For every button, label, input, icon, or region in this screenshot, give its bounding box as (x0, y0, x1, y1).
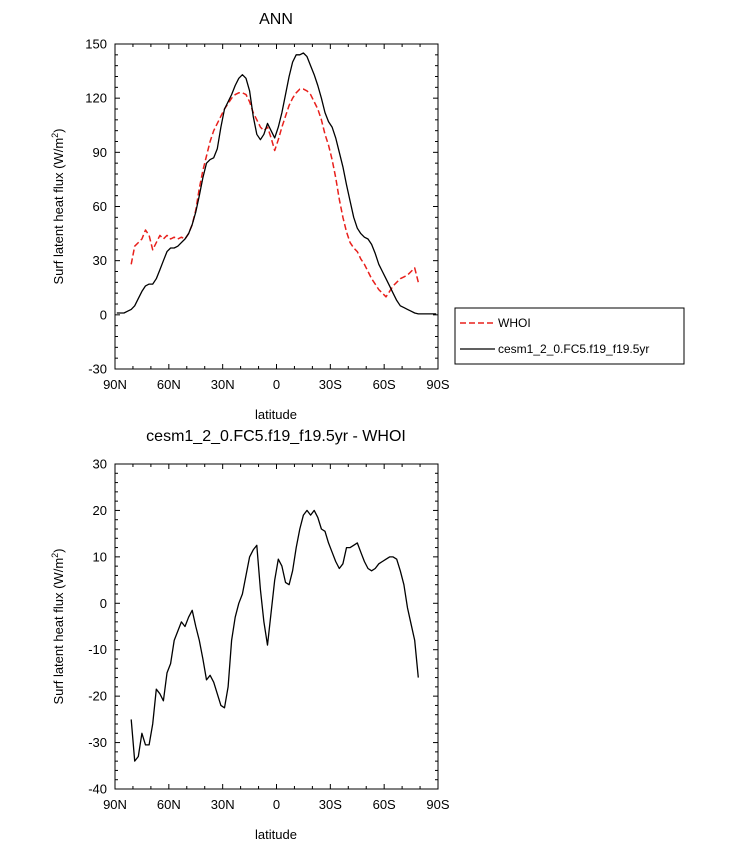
top-panel: ANN 90N 60N 30N 0 30S 60S 90S-300306090120150 … (50, 11, 685, 422)
top-y-tick-label: 0 (100, 307, 107, 322)
bottom-y-tick-label: 20 (93, 503, 107, 518)
top-x-tick-label: 30N (211, 377, 235, 392)
legend-whoi-label: WHOI (498, 316, 531, 330)
bottom-plot-tick-labels: 90N 60N 30N 0 30S 60S 90S -40 -30 -20 -10 0 10 20 30 (88, 457, 450, 813)
top-x-axis-label: latitude (255, 407, 297, 422)
top-y-tick-label: 120 (85, 91, 107, 106)
top-y-tick-label: 60 (93, 199, 107, 214)
top-x-tick-label: 90N (103, 377, 127, 392)
bottom-x-tick-label: 90N (103, 797, 127, 812)
bottom-y-tick-label: -40 (88, 782, 107, 797)
top-x-tick-label: 0 (273, 377, 280, 392)
top-y-axis-label: Surf latent heat flux (W/m2) (50, 128, 66, 284)
bottom-x-tick-label: 90S (426, 797, 449, 812)
top-series-line-whoi (130, 88, 420, 298)
top-plot-ticks (114, 43, 439, 370)
bottom-y-tick-label: 0 (100, 596, 107, 611)
top-x-tick-label: 30S (319, 377, 342, 392)
legend-box (454, 307, 685, 365)
top-x-tick-label: 60S (373, 377, 396, 392)
bottom-panel: cesm1_2_0.FC5.f19_f19.5yr - WHOI 90N 60N 3… (50, 428, 450, 842)
top-plot-tick-labels: 90N 60N 30N 0 30S 60S 90S -30 0 30 60 90 120 150 (85, 37, 450, 393)
legend-model-label: cesm1_2_0.FC5.f19_f19.5yr (498, 342, 649, 356)
bottom-x-tick-label: 30N (211, 797, 235, 812)
bottom-y-tick-label: -30 (88, 735, 107, 750)
bottom-y-tick-label: -10 (88, 642, 107, 657)
top-x-tick-label: 90S (426, 377, 449, 392)
top-plot-frame (114, 43, 439, 370)
legend: WHOI cesm1_2_0.FC5.f19_f19.5yr (454, 307, 685, 365)
top-y-tick-label: 150 (85, 37, 107, 52)
bottom-x-tick-label: 60S (373, 797, 396, 812)
bottom-plot-ticks (114, 463, 439, 790)
top-chart-title: ANN (259, 11, 293, 28)
top-x-tick-label: 60N (157, 377, 181, 392)
bottom-chart-title: cesm1_2_0.FC5.f19_f19.5yr - WHOI (146, 428, 406, 445)
top-y-tick-label: 90 (93, 145, 107, 160)
bottom-y-tick-label: -20 (88, 689, 107, 704)
bottom-y-axis-label: Surf latent heat flux (W/m2) (50, 548, 66, 704)
top-series-line-model (116, 52, 437, 315)
bottom-x-axis-label: latitude (255, 827, 297, 842)
bottom-series-line-model (130, 509, 419, 762)
bottom-plot-series (130, 509, 419, 762)
bottom-x-tick-label: 30S (319, 797, 342, 812)
top-y-tick-label: 30 (93, 253, 107, 268)
bottom-x-tick-label: 0 (273, 797, 280, 812)
bottom-plot-frame (114, 463, 439, 790)
bottom-y-tick-label: 30 (93, 457, 107, 472)
bottom-y-tick-label: 10 (93, 549, 107, 564)
top-y-tick-label: -30 (88, 362, 107, 377)
bottom-x-tick-label: 60N (157, 797, 181, 812)
top-plot-series (116, 52, 437, 315)
